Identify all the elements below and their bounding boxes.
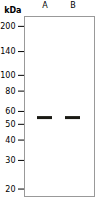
svg-text:100: 100 [0,71,15,80]
svg-text:20: 20 [5,185,15,194]
svg-text:40: 40 [5,136,15,145]
svg-text:60: 60 [5,107,15,116]
svg-text:A: A [42,1,48,10]
svg-text:80: 80 [5,87,15,96]
svg-text:200: 200 [0,22,15,31]
svg-text:50: 50 [5,120,15,129]
svg-text:140: 140 [0,47,15,56]
svg-text:kDa: kDa [4,6,21,15]
svg-text:30: 30 [5,156,15,165]
svg-text:B: B [70,1,76,10]
